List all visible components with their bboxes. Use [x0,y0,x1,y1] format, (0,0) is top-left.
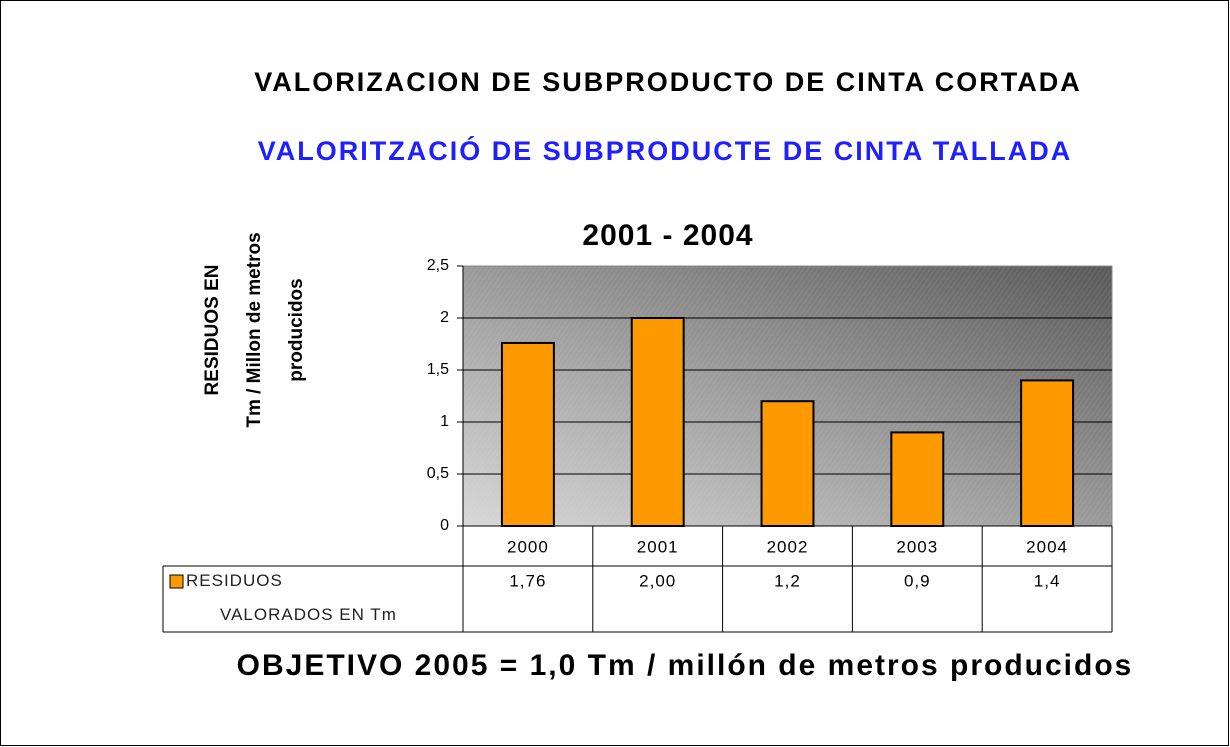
x-tick-label: 2002 [767,537,809,556]
x-tick-label: 2000 [507,537,549,556]
y-axis-label-line: producidos [286,278,307,381]
y-tick-label: 2,5 [427,257,449,274]
data-label: 2,00 [639,571,676,590]
y-tick-label: 1,5 [427,361,449,378]
legend-label: RESIDUOS VALORADOS EN Tm [186,571,397,624]
bar [890,431,945,527]
footnote: OBJETIVO 2005 = 1,0 Tm / millón de metro… [236,649,1134,682]
y-tick-label: 0,5 [427,465,449,482]
chart-title: VALORIZACION DE SUBPRODUCTO DE CINTA COR… [254,67,1082,97]
legend-swatch [169,574,184,589]
x-tick-label: 2001 [637,537,679,556]
y-axis-label-line: Tm / Millon de metros [244,232,265,427]
bar [760,400,815,528]
y-axis-label: RESIDUOS EN Tm / Millon de metros producid… [202,232,307,427]
data-label: 1,76 [509,571,546,590]
data-label: 0,9 [904,571,931,590]
data-label: 1,2 [774,571,801,590]
y-tick-label: 1 [440,413,449,430]
y-tick-label: 0 [440,517,449,534]
chart-subtitle: VALORITZACIÓ DE SUBPRODUCTE DE CINTA TAL… [257,136,1073,166]
chart-period: 2001 - 2004 [582,219,754,252]
bar [630,317,685,527]
bar [1020,379,1075,527]
data-label: 1,4 [1034,571,1061,590]
bar [500,341,555,527]
x-tick-label: 2004 [1026,537,1068,556]
y-tick-label: 2 [440,309,449,326]
x-tick-label: 2003 [896,537,938,556]
y-axis-label-line: RESIDUOS EN [202,265,223,396]
